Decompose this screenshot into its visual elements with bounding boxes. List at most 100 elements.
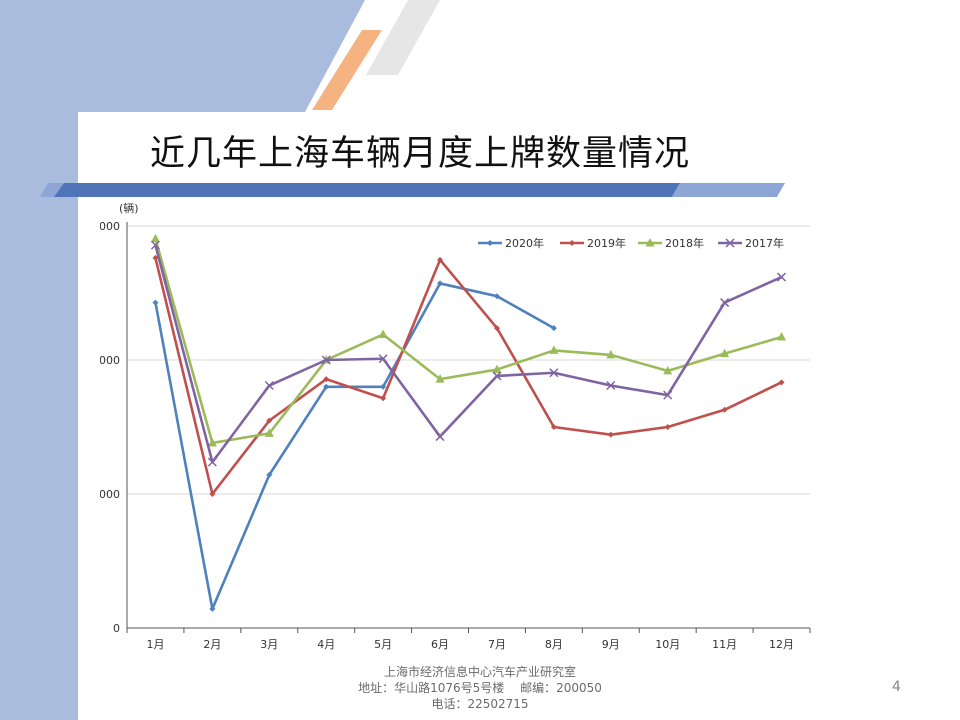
data-point [721,406,728,413]
data-point [778,379,785,386]
data-point [493,325,500,332]
data-point [606,380,616,391]
x-tick-label: 4月 [317,638,335,651]
legend-label: 2017年 [745,236,784,250]
data-point [380,395,387,402]
data-point [437,280,444,287]
marker-stroke [264,380,274,391]
data-point [437,256,444,263]
y-tick-label: 21000 [100,488,120,501]
marker-stroke [725,238,735,248]
marker-stroke [321,355,331,365]
data-point [435,432,445,442]
data-point [323,376,330,383]
data-point [492,364,502,374]
data-point [378,354,388,364]
data-point [435,374,445,383]
data-point [777,272,787,282]
marker-stroke [777,272,787,282]
x-tick-label: 11月 [712,638,737,651]
data-point [209,605,216,612]
data-point [266,417,273,424]
data-point [492,371,502,381]
data-point [550,325,557,332]
x-tick-label: 3月 [260,638,278,651]
legend-label: 2019年 [587,236,626,250]
x-tick-label: 10月 [655,638,680,651]
side-band-top [0,0,365,112]
x-tick-label: 6月 [431,638,449,651]
legend-label: 2018年 [665,236,704,250]
x-tick-label: 12月 [769,638,794,651]
page-number: 4 [892,679,901,695]
data-point [264,380,274,391]
data-point [150,233,160,243]
x-tick-label: 5月 [374,638,392,651]
data-point [207,457,217,467]
series-layer [150,233,787,612]
series-line-0 [154,282,555,611]
footer-phone: 电话：22502715 [431,697,529,711]
data-point [663,390,673,400]
data-point [777,332,787,341]
x-tick-label: 1月 [146,638,164,651]
marker-stroke [378,354,388,364]
legend-marker [487,240,493,246]
legend-marker [569,240,575,246]
marker-stroke [435,432,445,442]
y-tick-label: 63000 [100,220,120,233]
marker-stroke [492,371,502,381]
legend-marker [725,238,735,248]
data-point [720,298,730,308]
data-point [493,293,500,300]
footer-org: 上海市经济信息中心汽车产业研究室 [383,665,576,679]
data-point [152,254,159,261]
series-line-1 [154,257,783,496]
x-tick-label: 9月 [602,638,620,651]
gray-stripe [366,0,440,75]
data-point [378,329,388,338]
legend: 2020年 2019年 2018年 2017年 [478,236,784,250]
data-point [264,428,274,437]
grid-layer [127,225,810,495]
data-point [321,355,331,365]
marker-stroke [606,380,616,391]
legend-label: 2020年 [505,236,544,250]
series-line-3 [154,244,783,464]
data-point [664,424,671,430]
data-point [380,383,387,390]
orange-stripe [312,30,382,110]
marker-stroke [663,390,673,400]
marker-stroke [150,240,160,250]
axis-layer: 0 21000 42000 63000 1月 2月 3月 4月 5月 6月 7月 8月 9月 10月 11月… [100,220,811,651]
y-axis-unit: (辆) [119,201,139,215]
data-point [550,424,557,430]
content-card [78,112,960,720]
marker-stroke [549,368,559,378]
marker-stroke [720,298,730,308]
y-tick-label: 42000 [100,354,120,367]
data-point [152,299,159,306]
x-tick-label: 8月 [545,638,563,651]
series-line-2 [154,238,782,445]
data-point [549,345,559,354]
data-point [207,437,217,447]
page-title: 近几年上海车辆月度上牌数量情况 [150,134,691,174]
footer-address: 地址：华山路1076号5号楼 邮编：200050 [358,681,602,695]
data-point [266,471,273,478]
line-chart: (辆) 0 21000 42000 63000 1月 2月 3月 4月 5月 6月 7月 8月 9月 10… [100,201,811,651]
data-point [323,383,330,390]
data-point [209,491,216,497]
y-tick-label: 0 [113,622,120,635]
data-point [720,348,730,358]
data-point [607,431,614,438]
data-point [150,240,160,250]
side-band [0,0,78,720]
data-point [549,368,559,378]
marker-stroke [207,457,217,467]
data-point [606,349,616,359]
x-tick-label: 7月 [488,638,506,651]
data-point [663,365,673,375]
title-rule [40,183,785,197]
